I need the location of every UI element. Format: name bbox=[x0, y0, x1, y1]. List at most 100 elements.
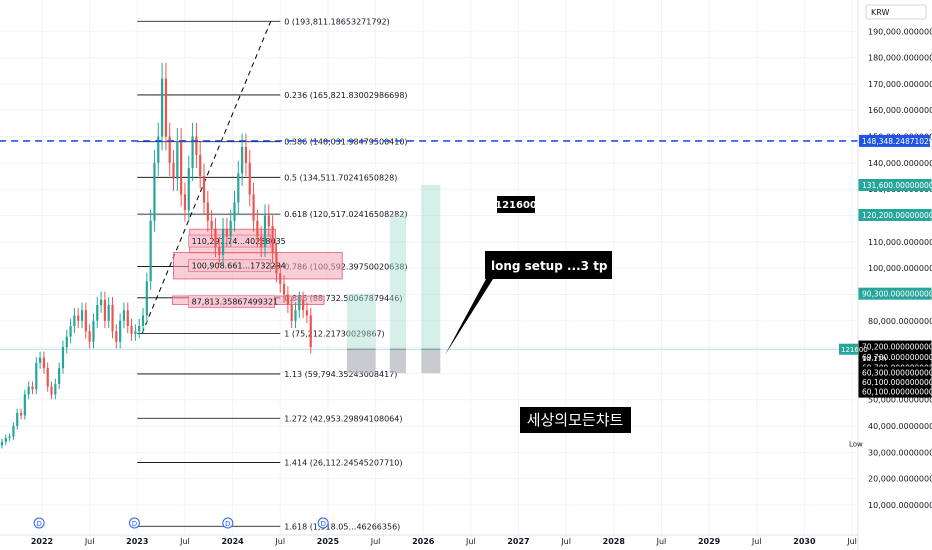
price-tag: 60,100.00000000000 bbox=[862, 378, 932, 387]
zone-label: 87,813.35867499321 bbox=[192, 298, 279, 307]
candle-body bbox=[160, 78, 164, 137]
candle-body bbox=[12, 426, 15, 437]
last-price-countdown: 1d 17h bbox=[862, 355, 886, 363]
candle-body bbox=[88, 331, 91, 342]
fib-label: 0.386 (148,031.98479500410) bbox=[284, 138, 407, 147]
candle-body bbox=[84, 310, 87, 332]
last-price-left-bg bbox=[839, 343, 858, 355]
x-tick-label: 2022 bbox=[31, 537, 53, 546]
candle-body bbox=[275, 252, 278, 274]
fib-label: 0.618 (120,517.02416508282) bbox=[284, 210, 407, 219]
last-price-left: 121600 bbox=[841, 346, 868, 354]
candle-body bbox=[126, 310, 129, 327]
candle-body bbox=[115, 331, 118, 342]
fib-label: 1.13 (59,794.35243008417) bbox=[284, 370, 397, 379]
stop-zone bbox=[346, 349, 376, 374]
x-tick-label: 2024 bbox=[221, 537, 244, 546]
candle-body bbox=[183, 194, 187, 211]
currency-badge-group[interactable]: KRW bbox=[865, 4, 927, 20]
candle-body bbox=[241, 147, 244, 174]
candle-body bbox=[286, 294, 289, 305]
x-tick-label: Jul bbox=[751, 537, 762, 546]
y-tick-label: 190,000.00000000000 bbox=[868, 27, 932, 36]
candle-body bbox=[168, 136, 171, 163]
candle-body bbox=[233, 202, 236, 221]
x-tick-label: 2028 bbox=[603, 537, 626, 546]
fib-label: 1.272 (42,953.29894108064) bbox=[284, 414, 402, 423]
zone-label: 110,297.74...40238035 bbox=[192, 237, 286, 246]
candle-body bbox=[38, 357, 42, 363]
setup-callout-bg bbox=[445, 251, 612, 355]
price-tag-bg bbox=[858, 385, 932, 398]
candle-body bbox=[153, 162, 156, 221]
watermark-bg bbox=[520, 407, 631, 433]
x-tick-label: 2029 bbox=[698, 537, 721, 546]
candle-body bbox=[267, 215, 270, 227]
price-tag: 33,350.00000000000 bbox=[862, 440, 932, 449]
x-tick-label: 2025 bbox=[317, 537, 340, 546]
candle-body bbox=[73, 315, 76, 327]
candle-body bbox=[252, 194, 255, 221]
x-tick-label: Jul bbox=[179, 537, 190, 546]
candle-body bbox=[302, 299, 305, 311]
fib-label: 0.786 (100,592.39750020638) bbox=[284, 263, 407, 272]
candle-body bbox=[96, 304, 99, 321]
candle-body bbox=[61, 347, 65, 369]
dividend-marker bbox=[222, 517, 234, 529]
y-tick-label: 110,000.00000000000 bbox=[868, 238, 932, 247]
setup-callout: long setup ...3 tp bbox=[491, 259, 608, 273]
fib-label: 1.414 (26,112.24545207710) bbox=[284, 459, 402, 468]
annotations[interactable]: 121600 long setup ...3 tp 세상의모든챠트 bbox=[445, 196, 631, 433]
currency-badge[interactable] bbox=[865, 4, 927, 20]
candle-body bbox=[237, 173, 240, 203]
candle-body bbox=[130, 326, 133, 334]
x-tick-label: Jul bbox=[465, 537, 476, 546]
fibonacci-levels[interactable]: 0 (193,811.18653271792) 0.236 (165,821.83… bbox=[137, 17, 408, 531]
candle-body bbox=[149, 220, 152, 282]
fib-label: 1 (75,212.21730029867) bbox=[284, 329, 384, 338]
y-tick-label: 30,000.00000000000 bbox=[868, 448, 932, 457]
price-tag-bg bbox=[858, 437, 932, 450]
x-tick-label: Jul bbox=[274, 537, 285, 546]
fib-label: 0.236 (165,821.83002986698) bbox=[284, 91, 407, 100]
price-tag: 70,200.00000000000 bbox=[862, 343, 932, 352]
x-tick-label: 2026 bbox=[412, 537, 435, 546]
supply-zones[interactable]: 110,297.74...40238035 100,908.661...17322… bbox=[172, 228, 343, 309]
price-tag: 60,100.00000000000 bbox=[862, 388, 932, 397]
candle-body bbox=[229, 220, 232, 237]
target-note: 121600 bbox=[495, 200, 537, 211]
target-zone bbox=[389, 214, 407, 350]
x-tick-label: Jul bbox=[560, 537, 571, 546]
candle-body bbox=[172, 162, 175, 179]
dashed-price-line[interactable] bbox=[0, 140, 858, 350]
price-axis[interactable]: 190,000.00000000000 180,000.00000000000 17… bbox=[857, 0, 932, 550]
candle-body bbox=[218, 247, 221, 255]
fib-label: 0.5 (134,511.70241650828) bbox=[284, 173, 397, 182]
stop-zone bbox=[421, 349, 441, 374]
price-tag-bg bbox=[858, 178, 932, 191]
candle-body bbox=[187, 168, 190, 211]
x-tick-label: Jul bbox=[84, 537, 95, 546]
candle-body bbox=[195, 136, 198, 155]
price-tag: 69,700.00000000000 bbox=[862, 353, 932, 362]
candle-body bbox=[23, 394, 26, 416]
candle-body bbox=[210, 220, 213, 229]
stop-zone bbox=[389, 349, 407, 374]
dividend-marker-label: D bbox=[225, 520, 230, 528]
candle-body bbox=[107, 304, 110, 321]
currency-label: KRW bbox=[871, 8, 889, 17]
x-tick-label: Jul bbox=[370, 537, 381, 546]
candle-body bbox=[309, 315, 312, 348]
target-note-bg bbox=[497, 196, 535, 213]
trade-boxes[interactable] bbox=[346, 184, 441, 374]
candle-body bbox=[260, 236, 263, 248]
candle-body bbox=[111, 304, 114, 332]
y-tick-label: 40,000.00000000000 bbox=[868, 422, 932, 431]
zone-label-box bbox=[188, 259, 271, 273]
price-tag-bg bbox=[858, 208, 932, 221]
time-axis[interactable]: 2022 Jul 2023 Jul 2024 Jul 2025 Jul 2026 Jul 2027 J… bbox=[0, 517, 858, 546]
candle-body bbox=[256, 220, 259, 237]
x-tick-label: Jul bbox=[656, 537, 667, 546]
